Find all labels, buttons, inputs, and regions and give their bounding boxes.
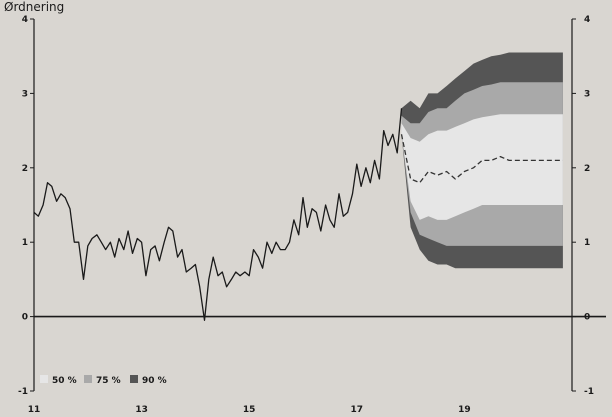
legend-swatch-1 (84, 375, 92, 383)
y-tick-label-right-4: 0 (584, 313, 590, 323)
fan-band-2 (401, 114, 563, 220)
legend-label-2: 90 % (142, 376, 167, 386)
legend-label-0: 50 % (52, 376, 77, 386)
y-tick-label-right-2: 2 (584, 164, 590, 174)
y-tick-label-right-1: 3 (584, 89, 590, 99)
series-lines (33, 108, 563, 321)
x-tick-label-2: 15 (243, 405, 256, 415)
x-tick-label-4: 19 (458, 405, 471, 415)
y-tick-label-left-2: 2 (22, 164, 28, 174)
chart-title: Ørdnering (4, 0, 64, 14)
x-tick-label-3: 17 (351, 405, 364, 415)
y-tick-label-left-0: 4 (22, 15, 28, 25)
y-tick-label-left-4: 0 (22, 313, 28, 323)
x-tick-label-0: 11 (28, 405, 41, 415)
fan-bands (401, 52, 563, 269)
y-tick-label-right-3: 1 (584, 238, 590, 248)
x-tick-label-1: 13 (135, 405, 148, 415)
y-tick-label-right-0: 4 (584, 15, 590, 25)
y-tick-label-right-5: -1 (584, 387, 594, 397)
legend-swatch-0 (40, 375, 48, 383)
axes: 4 43 32 21 10 0-1 -111 13 15 17 19 (18, 15, 606, 415)
y-tick-label-left-1: 3 (22, 89, 28, 99)
legend: 50 % 75 % 90 % (40, 375, 167, 386)
legend-label-1: 75 % (96, 376, 121, 386)
y-tick-label-left-5: -1 (18, 387, 28, 397)
legend-swatch-2 (130, 375, 138, 383)
y-tick-label-left-3: 1 (22, 238, 28, 248)
series-line-0 (33, 108, 403, 321)
